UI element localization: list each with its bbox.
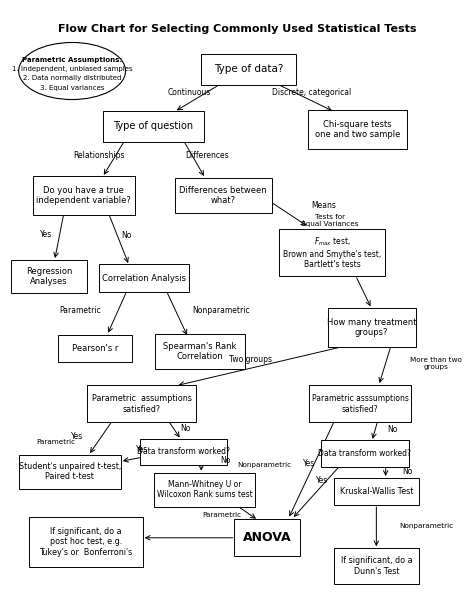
Text: Yes: Yes [72,432,84,441]
Text: How many treatment
groups?: How many treatment groups? [327,318,417,337]
Text: Means: Means [311,201,336,210]
FancyBboxPatch shape [102,111,204,142]
Text: Data transform worked?: Data transform worked? [318,449,411,458]
FancyBboxPatch shape [234,519,300,557]
Text: Kruskal-Wallis Test: Kruskal-Wallis Test [340,487,413,496]
Text: Parametric Assumptions:: Parametric Assumptions: [22,57,122,63]
Text: Chi-square tests
one and two sample: Chi-square tests one and two sample [315,120,401,139]
Text: Correlation Analysis: Correlation Analysis [102,274,186,283]
Text: If significant, do a
Dunn's Test: If significant, do a Dunn's Test [340,557,412,576]
Text: Regression
Analyses: Regression Analyses [26,267,72,286]
Text: No: No [388,425,398,433]
Text: Do you have a true
independent variable?: Do you have a true independent variable? [36,186,131,205]
Text: Pearson's r: Pearson's r [72,344,118,353]
FancyBboxPatch shape [87,385,196,422]
Text: No: No [180,424,191,433]
Ellipse shape [18,42,126,99]
Text: Continuous: Continuous [167,88,211,97]
Text: $F_{max}$ test,
Brown and Smythe's test,
Bartlett's tests: $F_{max}$ test, Brown and Smythe's test,… [283,236,382,269]
Text: Nonparametric: Nonparametric [192,306,250,315]
Text: Nonparametric: Nonparametric [237,462,291,468]
Text: Relationships: Relationships [73,151,124,159]
Text: Yes: Yes [303,459,315,468]
FancyBboxPatch shape [308,110,408,148]
Text: Two groups: Two groups [229,355,273,364]
FancyBboxPatch shape [11,260,87,293]
Text: Parametric: Parametric [36,440,76,445]
Text: Student's unpaired t-test,
Paired t-test: Student's unpaired t-test, Paired t-test [18,462,121,481]
FancyBboxPatch shape [309,385,411,422]
Text: Nonparametric: Nonparametric [400,524,454,530]
Text: Parametric: Parametric [202,512,242,518]
FancyBboxPatch shape [334,548,419,584]
Text: Type of question: Type of question [113,121,193,131]
Text: Data transform worked?: Data transform worked? [137,447,230,457]
Text: 2. Data normally distributed: 2. Data normally distributed [23,75,121,81]
FancyBboxPatch shape [279,229,385,276]
Text: Parametric asssumptions
satisfied?: Parametric asssumptions satisfied? [312,394,409,414]
Text: No: No [122,231,132,240]
FancyBboxPatch shape [321,441,409,467]
FancyBboxPatch shape [29,517,143,566]
FancyBboxPatch shape [33,176,135,215]
Text: ANOVA: ANOVA [243,531,292,544]
Text: No: No [402,467,412,476]
FancyBboxPatch shape [201,53,296,85]
Text: Type of data?: Type of data? [214,64,283,74]
Text: Differences between
what?: Differences between what? [179,186,267,205]
FancyBboxPatch shape [58,335,132,362]
Text: Discrete, categorical: Discrete, categorical [272,88,351,97]
Text: Yes: Yes [136,445,148,454]
FancyBboxPatch shape [155,334,245,369]
Text: Tests for
Equal Variances: Tests for Equal Variances [301,214,359,227]
FancyBboxPatch shape [19,455,121,489]
Text: Parametric  assumptions
satisfied?: Parametric assumptions satisfied? [92,394,191,414]
Text: Yes: Yes [39,230,52,239]
Text: Mann-Whitney U or
Wilcoxon Rank sums test: Mann-Whitney U or Wilcoxon Rank sums tes… [156,480,252,500]
Text: No: No [220,457,230,465]
FancyBboxPatch shape [99,264,189,292]
Text: More than two
groups: More than two groups [410,357,462,370]
FancyBboxPatch shape [154,473,255,506]
FancyBboxPatch shape [328,308,416,347]
FancyBboxPatch shape [334,478,419,505]
Text: 3. Equal variances: 3. Equal variances [40,85,104,91]
Text: If significant, do a
post hoc test, e.g.
Tukey's or  Bonferroni's: If significant, do a post hoc test, e.g.… [39,527,133,557]
Text: Spearman's Rank
Correlation: Spearman's Rank Correlation [163,342,237,361]
Text: Flow Chart for Selecting Commonly Used Statistical Tests: Flow Chart for Selecting Commonly Used S… [58,24,416,34]
Text: Differences: Differences [185,151,229,159]
FancyBboxPatch shape [174,178,272,213]
Text: Parametric: Parametric [60,306,101,315]
Text: Yes: Yes [316,476,328,485]
FancyBboxPatch shape [140,439,228,465]
Text: 1. Independent, unbiased samples: 1. Independent, unbiased samples [12,66,132,72]
